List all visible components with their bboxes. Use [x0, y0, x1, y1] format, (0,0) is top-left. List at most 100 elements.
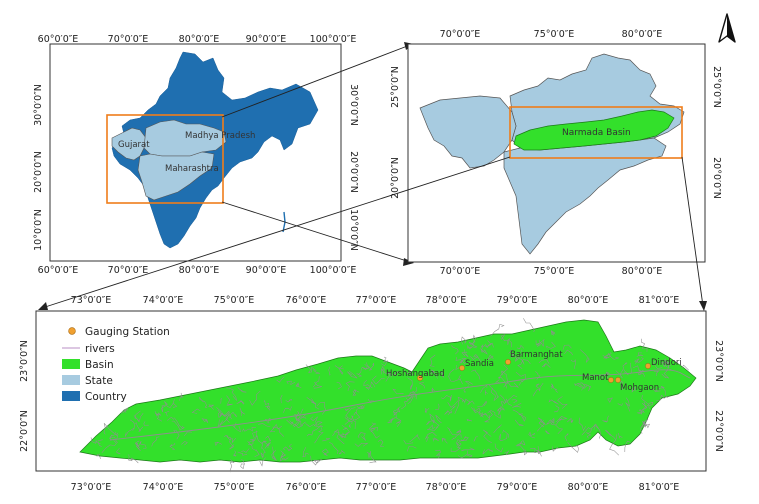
river-segment	[532, 388, 541, 397]
river-segment	[173, 417, 184, 429]
river-segment	[502, 429, 509, 438]
tick-label: 22°0′0″N	[19, 410, 30, 452]
river-segment	[464, 398, 475, 406]
tick-label: 73°0′0″E	[71, 482, 112, 493]
state-x-ticks-bottom: 70°0′0″E 75°0′0″E 80°0′0″E	[440, 266, 663, 277]
tick-label: 70°0′0″E	[108, 265, 149, 276]
river-segment	[272, 446, 276, 461]
tick-label: 90°0′0″E	[246, 265, 287, 276]
river-segment	[485, 340, 492, 348]
river-segment	[460, 435, 469, 441]
zoom-connectors-2	[38, 156, 707, 311]
india-highlight-box	[106, 114, 224, 204]
river-segment	[518, 413, 526, 422]
river-segment	[487, 354, 494, 361]
river-segment	[283, 406, 293, 413]
river-segment	[313, 381, 322, 389]
tick-label: 80°0′0″E	[622, 29, 663, 40]
river-segment	[356, 367, 363, 377]
river-segment	[494, 443, 504, 453]
river-segment	[305, 423, 315, 428]
river-segment	[385, 370, 393, 382]
river-segment	[365, 381, 376, 390]
river-segment	[457, 396, 466, 403]
river-segment	[435, 403, 440, 410]
river-segment	[600, 371, 611, 381]
river-segment	[334, 431, 345, 445]
tick-label: 20°0′0″N	[348, 151, 359, 193]
river-segment	[507, 338, 512, 348]
river-segment	[151, 436, 160, 447]
tick-label: 20°0′0″N	[33, 151, 44, 193]
river-segment	[306, 424, 322, 437]
river-segment	[183, 431, 192, 437]
rivers-network	[90, 318, 691, 473]
river-segment	[164, 411, 170, 417]
river-segment	[397, 407, 401, 413]
station-label-hoshangabad: Hoshangabad	[386, 369, 445, 379]
tick-label: 10°0′0″N	[33, 209, 44, 251]
river-segment	[295, 382, 302, 389]
river-segment	[482, 448, 493, 455]
river-segment	[286, 419, 294, 425]
river-segment	[523, 318, 535, 333]
river-segment	[292, 424, 304, 429]
river-segment	[471, 369, 481, 380]
river-segment	[450, 447, 461, 452]
river-segment	[450, 394, 452, 402]
river-segment	[286, 380, 296, 386]
river-segment	[490, 387, 500, 402]
river-segment	[134, 422, 144, 432]
station-label-sandia: Sandia	[465, 359, 494, 369]
station-label-manot: Manot	[582, 373, 609, 383]
river-segment	[226, 387, 237, 401]
river-segment	[143, 421, 149, 426]
river-segment	[624, 440, 631, 453]
river-segment	[512, 409, 525, 422]
tick-label: 80°0′0″E	[179, 265, 220, 276]
river-segment	[198, 397, 208, 408]
river-segment	[480, 348, 488, 355]
river-segment	[341, 425, 350, 436]
river-segment	[249, 390, 261, 406]
river-segment	[367, 399, 375, 404]
river-segment	[322, 437, 330, 442]
india-x-ticks-top: 60°0′0″E 70°0′0″E 80°0′0″E 90°0′0″E 100°…	[38, 34, 357, 45]
river-segment	[260, 447, 266, 459]
river-segment	[459, 378, 463, 385]
river-segment	[96, 453, 101, 459]
river-segment	[508, 349, 518, 360]
river-segment	[425, 431, 437, 442]
river-segment	[313, 421, 324, 427]
river-segment	[288, 443, 293, 451]
river-segment	[622, 362, 629, 376]
india-x-ticks-bottom: 60°0′0″E 70°0′0″E 80°0′0″E 90°0′0″E 100°…	[38, 265, 357, 276]
river-segment	[640, 419, 649, 429]
river-segment	[432, 437, 439, 442]
state-y-ticks-left: 25°0′0″N 20°0′0″N	[390, 66, 401, 199]
river-segment	[470, 354, 482, 363]
river-segment	[313, 376, 320, 388]
river-segment	[425, 407, 430, 413]
river-segment	[604, 430, 617, 441]
tick-label: 70°0′0″E	[108, 34, 149, 45]
narmada-basin-shape	[513, 109, 675, 151]
tick-label: 90°0′0″E	[246, 34, 287, 45]
river-segment	[295, 416, 307, 421]
river-segment	[241, 448, 250, 453]
tick-label: 20°0′0″N	[390, 157, 401, 199]
river-segment	[555, 416, 568, 422]
river-segment	[377, 439, 384, 447]
river-segment	[259, 457, 266, 467]
north-arrow-icon	[718, 13, 736, 43]
river-segment	[451, 344, 459, 355]
river-segment	[191, 408, 201, 414]
river-segment	[271, 450, 278, 461]
river-segment	[500, 334, 509, 342]
river-segment	[334, 365, 344, 370]
river-segment	[500, 370, 508, 388]
river-segment	[457, 450, 473, 459]
legend-country-symbol	[62, 391, 80, 401]
river-segment	[466, 418, 472, 422]
river-segment	[530, 447, 542, 457]
